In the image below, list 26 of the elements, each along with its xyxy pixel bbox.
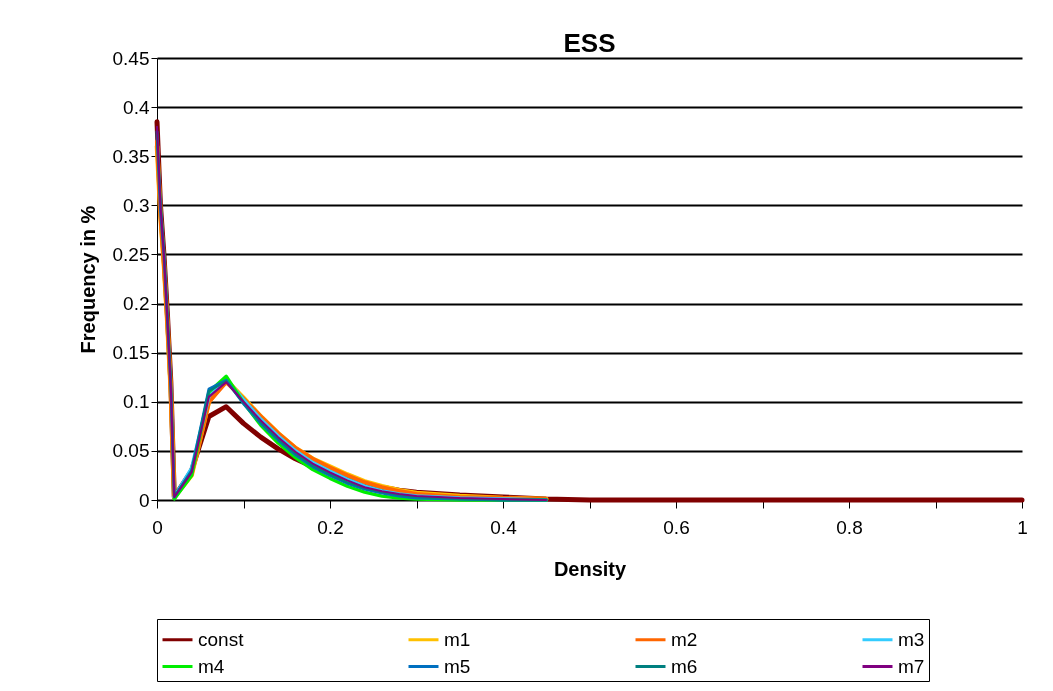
chart-title: ESS — [563, 28, 616, 58]
x-tick-label: 0.6 — [663, 516, 690, 538]
x-tick-label: 0.4 — [490, 516, 518, 538]
y-tick-label: 0.25 — [112, 243, 150, 265]
y-tick-label: 0.3 — [123, 194, 150, 216]
legend-label: m2 — [671, 628, 698, 650]
y-tick-label: 0.05 — [112, 440, 150, 462]
x-tick-label: 1 — [1017, 516, 1028, 538]
y-tick-label: 0.15 — [112, 342, 150, 364]
legend-label: const — [198, 628, 245, 650]
y-tick-label: 0 — [138, 489, 150, 511]
legend-label: m4 — [198, 655, 225, 677]
y-tick-label: 0.35 — [112, 145, 150, 167]
legend-label: m7 — [898, 655, 925, 677]
x-tick-label: 0.2 — [317, 516, 344, 538]
y-tick-label: 0.1 — [123, 391, 150, 413]
legend-label: m3 — [898, 628, 925, 650]
legend-label: m6 — [671, 655, 698, 677]
x-tick-label: 0.8 — [836, 516, 863, 538]
y-tick-label: 0.45 — [112, 47, 150, 69]
x-axis-title: Density — [553, 557, 627, 580]
legend-label: m5 — [444, 655, 471, 677]
legend-label: m1 — [444, 628, 471, 650]
y-axis-title: Frequency in % — [76, 205, 99, 354]
y-tick-label: 0.4 — [123, 96, 150, 118]
y-tick-label: 0.2 — [123, 293, 150, 315]
